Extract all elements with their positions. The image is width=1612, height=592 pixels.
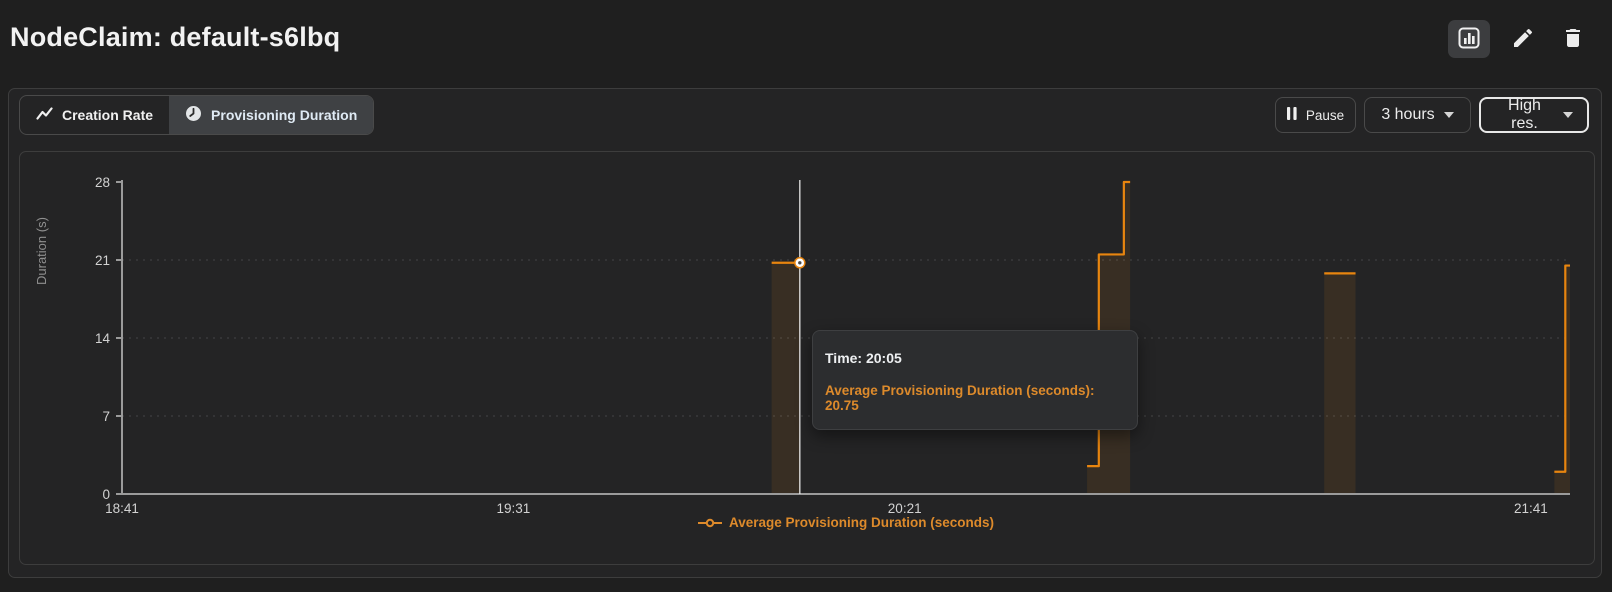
pause-label: Pause — [1305, 107, 1345, 123]
toolbar-right: Pause 3 hours High res. — [1275, 97, 1589, 133]
svg-text:28: 28 — [95, 175, 110, 190]
pencil-icon — [1511, 26, 1535, 53]
time-range-dropdown[interactable]: 3 hours — [1364, 97, 1471, 133]
chevron-down-icon — [1443, 112, 1454, 118]
legend-marker-icon — [697, 517, 722, 529]
chart-legend[interactable]: Average Provisioning Duration (seconds) — [122, 515, 1570, 530]
header-actions — [1448, 20, 1590, 58]
x-axis-ticks: 18:41 19:31 20:21 21:41 — [105, 501, 1548, 516]
svg-text:21:41: 21:41 — [1514, 501, 1548, 516]
svg-text:0: 0 — [102, 487, 110, 502]
y-axis-title: Duration (s) — [34, 217, 49, 285]
tooltip-time: Time: 20:05 — [825, 350, 902, 366]
trash-icon — [1561, 26, 1585, 53]
tab-label: Provisioning Duration — [211, 107, 358, 123]
resolution-label: High res. — [1508, 97, 1541, 132]
tab-label: Creation Rate — [62, 107, 154, 123]
chevron-down-icon — [1563, 112, 1573, 118]
provisioning-duration-chart[interactable]: 0 7 14 21 28 18:41 19:31 20:21 21:41 — [20, 152, 1596, 566]
tab-provisioning-duration[interactable]: Provisioning Duration — [169, 96, 374, 134]
hover-marker — [794, 257, 806, 269]
tooltip-value: Average Provisioning Duration (seconds):… — [825, 383, 1095, 413]
legend-label: Average Provisioning Duration (seconds) — [728, 515, 995, 530]
chart-tabs: Creation Rate Provisioning Duration — [19, 95, 375, 135]
svg-text:18:41: 18:41 — [105, 501, 139, 516]
header: NodeClaim: default-s6lbq — [0, 0, 1612, 80]
pause-button[interactable]: Pause — [1275, 97, 1356, 133]
svg-text:7: 7 — [102, 409, 110, 424]
trend-line-icon — [36, 106, 53, 124]
svg-text:19:31: 19:31 — [496, 501, 530, 516]
pause-icon — [1286, 107, 1297, 123]
metrics-panel: Creation Rate Provisioning Duration Paus… — [8, 88, 1602, 578]
chart-tooltip: Time: 20:05 Average Provisioning Duratio… — [812, 330, 1138, 430]
resolution-dropdown[interactable]: High res. — [1479, 97, 1589, 133]
svg-text:14: 14 — [95, 331, 111, 346]
svg-text:21: 21 — [95, 253, 110, 268]
y-axis-ticks: 0 7 14 21 28 — [95, 175, 122, 502]
bar-chart-icon — [1457, 26, 1481, 53]
panel-view-button[interactable] — [1448, 20, 1490, 58]
time-range-label: 3 hours — [1381, 106, 1435, 123]
chart-container: 0 7 14 21 28 18:41 19:31 20:21 21:41 Duration (s… — [19, 151, 1595, 565]
edit-button[interactable] — [1506, 20, 1540, 58]
delete-button[interactable] — [1556, 20, 1590, 58]
tab-creation-rate[interactable]: Creation Rate — [20, 96, 169, 134]
page-title: NodeClaim: default-s6lbq — [10, 22, 341, 52]
clock-icon — [185, 105, 202, 125]
svg-text:20:21: 20:21 — [888, 501, 922, 516]
